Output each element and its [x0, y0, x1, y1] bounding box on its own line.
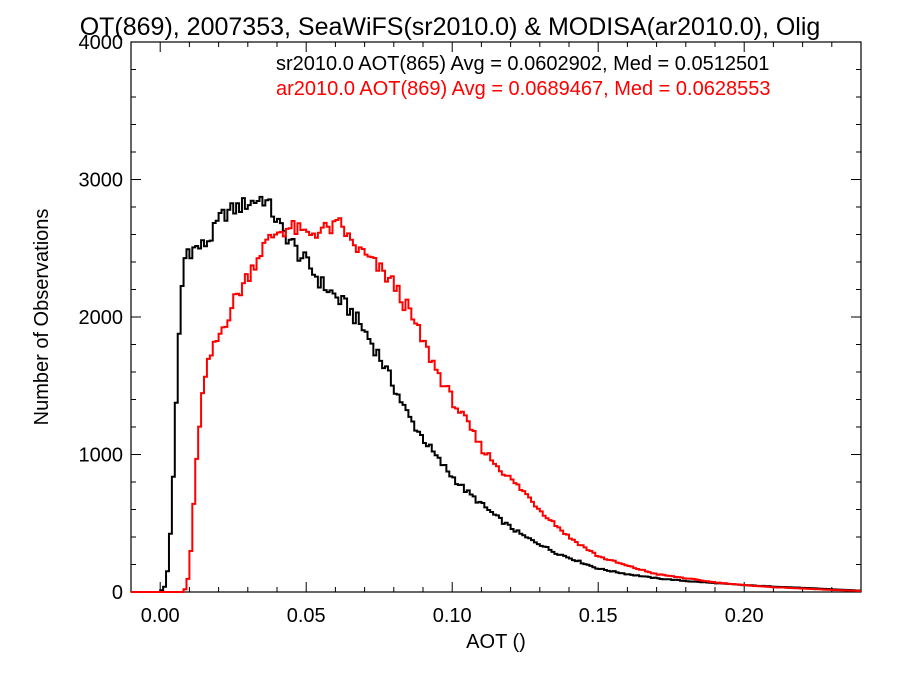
- axis-tick-labels: 0.00 0.05 0.10 0.15 0.20 0 1000 2000 3000 4000: [79, 32, 764, 627]
- y-tick-label: 2000: [79, 307, 124, 329]
- y-tick-label: 1000: [79, 445, 124, 467]
- series-layer: [131, 195, 861, 593]
- x-tick-label: 0.20: [725, 605, 764, 627]
- y-axis-label: Number of Observations: [31, 209, 53, 426]
- y-tick-label: 3000: [79, 170, 124, 192]
- y-tick-label: 0: [112, 582, 123, 604]
- y-tick-label: 4000: [79, 32, 124, 54]
- axis-ticks: [130, 41, 862, 593]
- chart-title: OT(869), 2007353, SeaWiFS(sr2010.0) & MO…: [80, 13, 821, 41]
- x-tick-label: 0.15: [579, 605, 618, 627]
- x-tick-label: 0.00: [141, 605, 180, 627]
- x-axis-label: AOT (): [466, 631, 526, 653]
- x-tick-label: 0.10: [433, 605, 472, 627]
- x-tick-label: 0.05: [287, 605, 326, 627]
- series-line-sr2010: [131, 195, 861, 593]
- legend-entry-ar2010: ar2010.0 AOT(869) Avg = 0.0689467, Med =…: [276, 78, 770, 100]
- legend-entry-sr2010: sr2010.0 AOT(865) Avg = 0.0602902, Med =…: [276, 53, 769, 75]
- plot-frame: [130, 41, 862, 593]
- series-line-ar2010: [131, 217, 861, 593]
